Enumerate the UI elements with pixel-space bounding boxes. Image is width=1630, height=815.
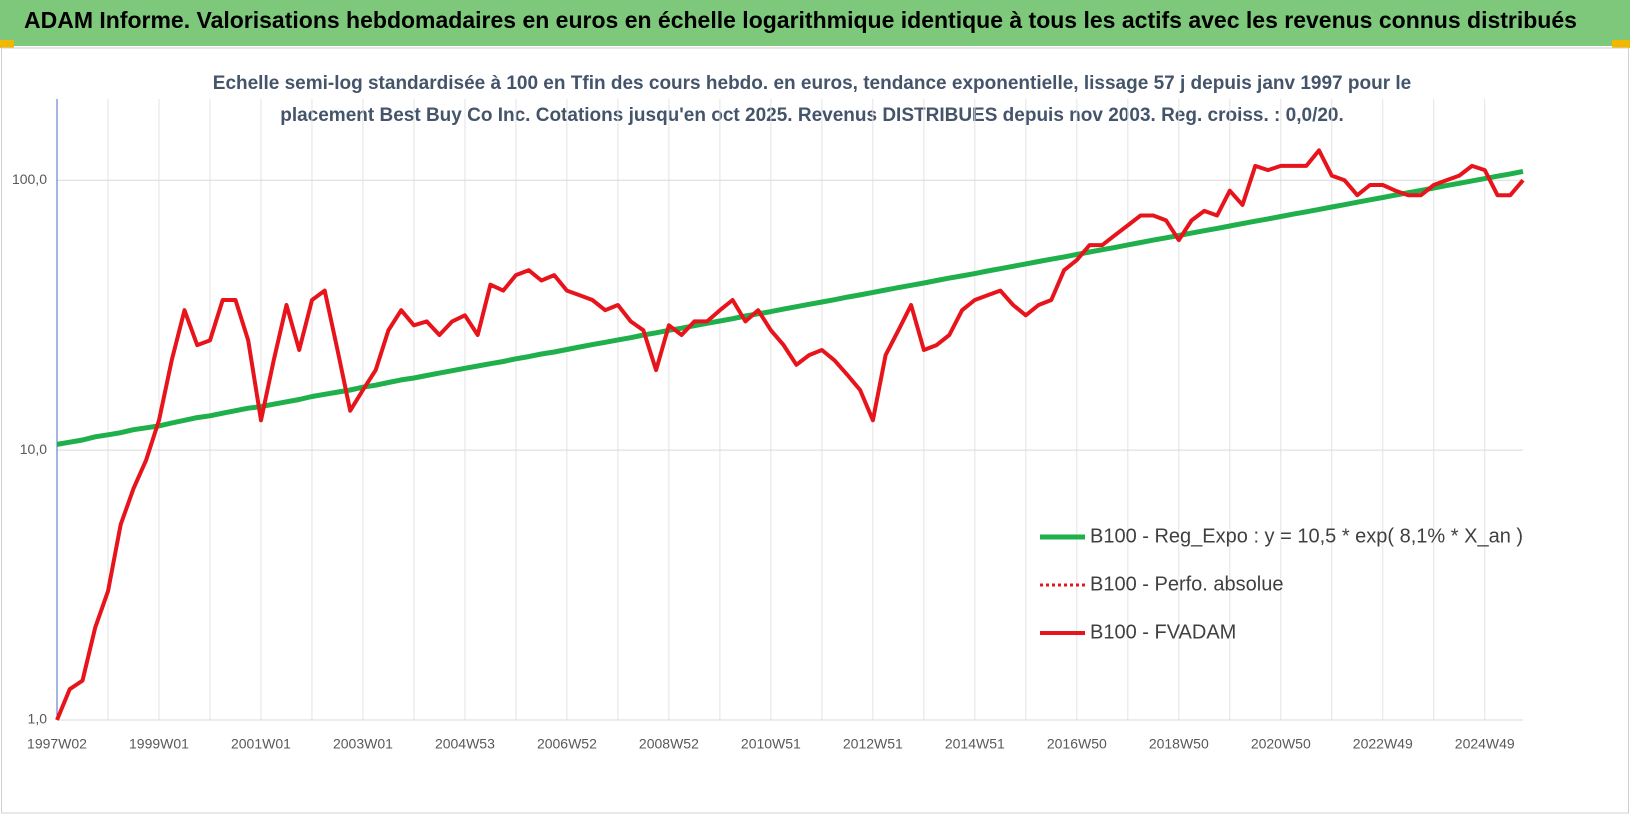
x-tick-label: 2018W50 <box>1149 736 1209 752</box>
page-title: ADAM Informe. Valorisations hebdomadaire… <box>24 7 1577 33</box>
y-tick-label: 10,0 <box>20 441 47 457</box>
x-tick-label: 2004W53 <box>435 736 495 752</box>
corner <box>0 40 14 48</box>
x-tick-label: 2010W51 <box>741 736 801 752</box>
x-tick-label: 2001W01 <box>231 736 291 752</box>
series-line <box>55 148 1525 721</box>
series-line <box>56 168 1524 447</box>
y-tick-label: 1,0 <box>28 711 48 727</box>
corner <box>1612 40 1630 48</box>
x-tick-label: 2012W51 <box>843 736 903 752</box>
legend-label: B100 - Perfo. absolue <box>1090 573 1283 595</box>
chart-subtitle: Echelle semi-log standardisée à 100 en T… <box>213 73 1411 94</box>
x-tick-label: 2003W01 <box>333 736 393 752</box>
frame <box>1 47 1629 814</box>
y-tick-label: 100,0 <box>12 171 47 187</box>
x-tick-label: 1999W01 <box>129 736 189 752</box>
legend-label: B100 - Reg_Expo : y = 10,5 * exp( 8,1% *… <box>1090 525 1523 547</box>
x-tick-label: 2008W52 <box>639 736 699 752</box>
x-tick-label: 2016W50 <box>1047 736 1107 752</box>
x-tick-label: 1997W02 <box>27 736 87 752</box>
x-tick-label: 2022W49 <box>1353 736 1413 752</box>
x-tick-label: 2020W50 <box>1251 736 1311 752</box>
chart-subtitle: placement Best Buy Co Inc. Cotations jus… <box>280 105 1344 126</box>
x-tick-label: 2014W51 <box>945 736 1005 752</box>
legend-label: B100 - FVADAM <box>1090 621 1236 643</box>
x-tick-label: 2006W52 <box>537 736 597 752</box>
header-band <box>0 0 1630 46</box>
x-tick-label: 2024W49 <box>1455 736 1515 752</box>
